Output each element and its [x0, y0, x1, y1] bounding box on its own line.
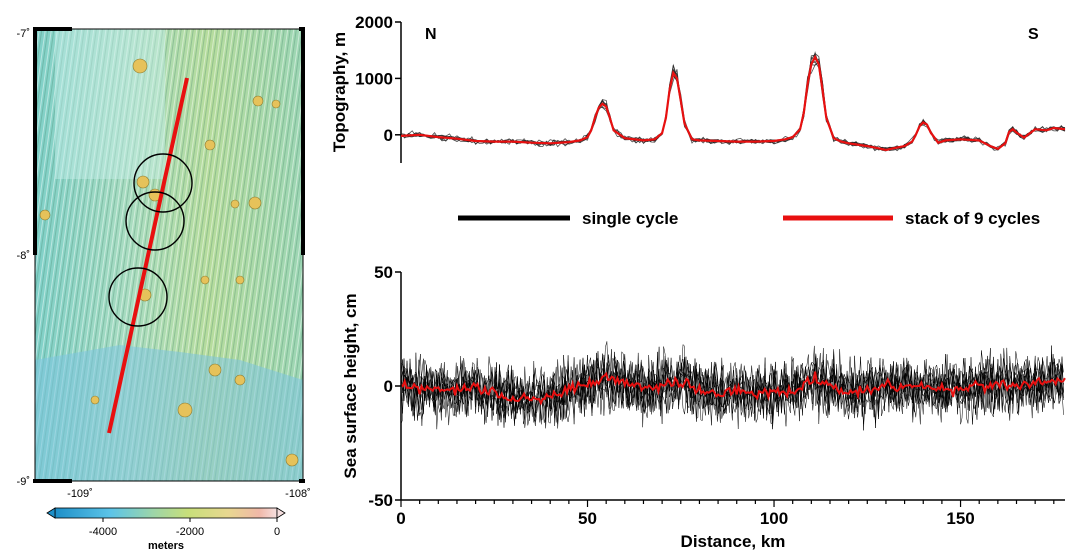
ssh-y-label: Sea surface height, cm [341, 293, 360, 478]
topo-y-ticks: 0 1000 2000 [355, 13, 401, 145]
map-smooth-area [55, 29, 165, 179]
topo-y-label: Topography, m [330, 32, 349, 152]
ssh-y-ticks: -50 0 50 [368, 263, 401, 510]
footprint-circle [108, 267, 168, 327]
map-frame-tick [33, 29, 37, 255]
ssh-x-ticks: 0 50 100 150 [396, 500, 1055, 528]
topo-single-cycle-line [400, 50, 1066, 151]
colorbar: -4000 -2000 0 meters [46, 507, 286, 551]
altimeter-track [107, 77, 189, 434]
ssh-single-cycle-lines [400, 341, 1064, 431]
colorbar-right-arrow [276, 507, 286, 519]
ssh-y-tick-label: -50 [368, 491, 393, 510]
ssh-x-tick-label: 150 [946, 509, 974, 528]
lat-label: -9˚ [17, 476, 30, 488]
topo-single-cycle-lines [400, 50, 1066, 152]
lat-label: -8˚ [17, 250, 30, 262]
map-frame-tick [301, 29, 305, 255]
ssh-y-tick-label: 50 [374, 263, 393, 282]
north-label: N [425, 26, 437, 43]
lat-label: -7˚ [17, 28, 30, 40]
lon-label: -108˚ [285, 488, 311, 500]
colorbar-unit: meters [148, 540, 184, 551]
colorbar-tick-label: 0 [274, 526, 280, 538]
ssh-x-tick-label: 50 [578, 509, 597, 528]
topo-y-tick-label: 1000 [355, 69, 393, 88]
ssh-single-cycle-line [400, 345, 1064, 428]
colorbar-gradient [54, 507, 278, 519]
topo-single-cycle-line [400, 56, 1066, 152]
map-frame-tick [299, 479, 305, 483]
seamounts [39, 58, 299, 467]
topo-single-cycle-line [400, 62, 1066, 151]
map-frame-tick [33, 27, 72, 31]
colorbar-tick-label: -2000 [176, 526, 204, 538]
legend-single-label: single cycle [582, 209, 678, 228]
topo-y-tick-label: 2000 [355, 13, 393, 32]
ssh-y-tick-label: 0 [384, 377, 393, 396]
ssh-stack-line [400, 371, 1066, 406]
legend-stack-label: stack of 9 cycles [905, 209, 1040, 228]
lon-label: -109˚ [67, 488, 93, 500]
topography-panel: 0 1000 2000 Topography, m N S [330, 13, 1066, 163]
footprint-circle [133, 153, 193, 213]
ssh-x-label: Distance, km [681, 532, 786, 551]
topo-single-cycle-line [400, 52, 1066, 151]
footprint-circle [125, 191, 185, 251]
topo-y-tick-label: 0 [384, 126, 393, 145]
bathymetry-map: -7˚ -8˚ -9˚ -109˚ -108˚ [17, 27, 311, 500]
colorbar-tick-label: -4000 [89, 526, 117, 538]
colorbar-left-arrow [46, 507, 56, 519]
ssh-x-tick-label: 0 [396, 509, 405, 528]
topo-stack-line [400, 54, 1066, 152]
ssh-single-cycle-line [400, 346, 1064, 429]
ssh-x-tick-label: 100 [760, 509, 788, 528]
legend: single cycle stack of 9 cycles [458, 209, 1040, 228]
map-frame-tick [33, 479, 72, 483]
south-label: S [1028, 26, 1039, 43]
